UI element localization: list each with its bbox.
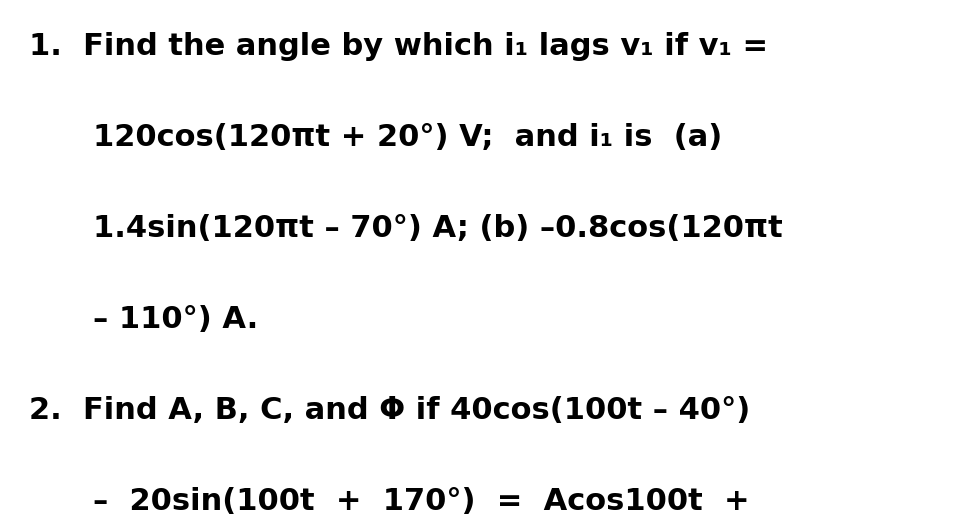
Text: –  20sin(100t  +  170°)  =  Acos100t  +: – 20sin(100t + 170°) = Acos100t + bbox=[93, 487, 750, 516]
Text: 120cos(120πt + 20°) V;  and i₁ is  (a): 120cos(120πt + 20°) V; and i₁ is (a) bbox=[93, 123, 722, 152]
Text: 2.  Find A, B, C, and Φ if 40cos(100t – 40°): 2. Find A, B, C, and Φ if 40cos(100t – 4… bbox=[29, 396, 751, 425]
Text: 1.  Find the angle by which i₁ lags v₁ if v₁ =: 1. Find the angle by which i₁ lags v₁ if… bbox=[29, 32, 768, 61]
Text: – 110°) A.: – 110°) A. bbox=[93, 305, 259, 334]
Text: 1.4sin(120πt – 70°) A; (b) –0.8cos(120πt: 1.4sin(120πt – 70°) A; (b) –0.8cos(120πt bbox=[93, 214, 783, 243]
